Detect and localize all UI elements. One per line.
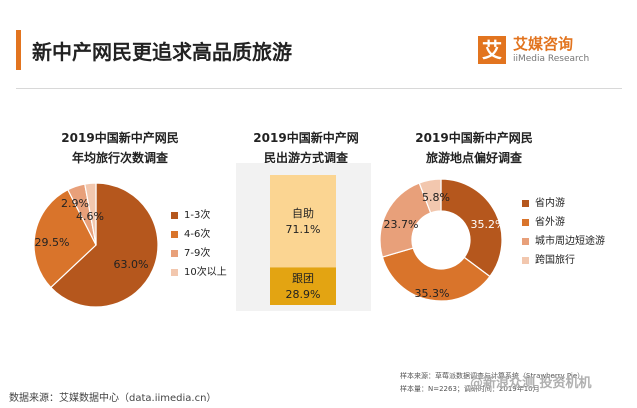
logo-subtitle: iiMedia Research (513, 54, 590, 64)
legend-swatch (171, 250, 178, 257)
sample-source: 样本来源：草莓派数据调查与计算系统（Strawberry Pie） (400, 372, 585, 380)
slice-value-label: 23.7% (384, 218, 419, 231)
chart3-title-line1: 2019中国新中产网民 (415, 131, 533, 145)
sample-info: 样本来源：草莓派数据调查与计算系统（Strawberry Pie） 样本量：N=… (400, 370, 584, 396)
legend-swatch (522, 219, 529, 226)
data-source: 数据来源：艾媒数据中心（data.iimedia.cn） (9, 393, 217, 404)
legend-swatch (171, 231, 178, 238)
bar-segment-label: 跟团 (292, 272, 314, 285)
pie-slice (418, 178, 442, 214)
legend-swatch (171, 212, 178, 219)
legend-label: 省外游 (535, 217, 565, 228)
legend-label: 1-3次 (184, 210, 211, 221)
bar-value-label: 28.9% (286, 288, 321, 301)
chart2-title: 2019中国新中产网 民出游方式调查 (236, 128, 376, 168)
slice-value-label: 5.8% (422, 191, 450, 204)
watermark: @新浪众测 投资机机 (470, 376, 592, 391)
chart2-title-line1: 2019中国新中产网 (253, 131, 359, 145)
legend-label: 城市周边短途游 (535, 236, 605, 247)
legend-swatch (522, 238, 529, 245)
legend-swatch (522, 257, 529, 264)
slice-value-label: 4.6% (76, 210, 104, 223)
legend-label: 4-6次 (184, 229, 211, 240)
sample-size: 样本量：N=2263；调研时间：2019年10月 (400, 385, 540, 393)
legend-label: 跨国旅行 (535, 255, 575, 266)
logo-name: 艾媒咨询 (513, 35, 574, 53)
chart3-title-line2: 旅游地点偏好调查 (425, 151, 522, 165)
legend-label: 7-9次 (184, 248, 211, 259)
pie-slice (381, 247, 491, 302)
legend-label: 省内游 (535, 198, 565, 209)
pie-slice (49, 182, 159, 308)
legend-label: 10次以上 (184, 267, 227, 278)
chart2-title-line2: 民出游方式调查 (263, 151, 348, 165)
chart3-title: 2019中国新中产网民 旅游地点偏好调查 (404, 128, 544, 168)
title-accent-bar (16, 30, 21, 70)
slice-value-label: 35.3% (415, 287, 450, 300)
bar-segment (270, 267, 336, 305)
pie-slice (440, 178, 503, 278)
header-divider (16, 88, 622, 89)
chart1-title: 2019中国新中产网民 年均旅行次数调查 (50, 128, 190, 168)
pie-slice (33, 188, 97, 289)
logo-mark: 艾 (478, 36, 506, 64)
bar-segment-label: 自助 (292, 206, 314, 220)
pie-slice (84, 182, 97, 246)
legend-swatch (522, 200, 529, 207)
page-title: 新中产网民更追求高品质旅游 (32, 40, 292, 64)
slice-value-label: 29.5% (35, 236, 70, 249)
slice-value-label: 63.0% (114, 258, 149, 271)
chart1-title-line1: 2019中国新中产网民 (61, 131, 179, 145)
legend-swatch (171, 269, 178, 276)
bar-segment (270, 175, 336, 268)
bar-value-label: 71.1% (286, 223, 321, 236)
chart1-title-line2: 年均旅行次数调查 (71, 151, 168, 165)
slice-value-label: 35.2% (471, 218, 506, 231)
slice-value-label: 2.9% (61, 197, 89, 210)
